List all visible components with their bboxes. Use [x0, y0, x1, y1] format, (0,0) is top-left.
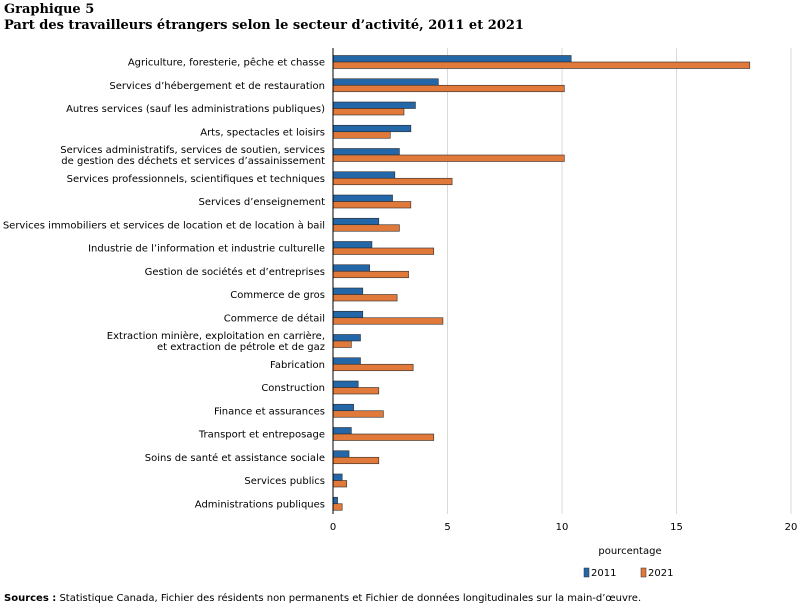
bar-2011: [332, 264, 370, 272]
category-label: Arts, spectacles et loisirs: [200, 127, 325, 138]
bar-2011: [332, 380, 359, 388]
legend-swatch-2021: [640, 567, 647, 578]
bar-2021: [332, 340, 352, 348]
source-text: Statistique Canada, Fichier des résident…: [59, 593, 642, 604]
bar-2011: [332, 55, 572, 63]
bar-2021: [332, 317, 444, 325]
bar-2011: [332, 78, 439, 86]
bar-2021: [332, 61, 751, 69]
category-label: Services d’hébergement et de restauratio…: [109, 80, 325, 92]
source-note: Sources : Statistique Canada, Fichier de…: [4, 592, 641, 605]
category-label: Services immobiliers et services de loca…: [3, 219, 325, 231]
category-label: et extraction de pétrole et de gaz: [157, 341, 325, 353]
category-label: Autres services (sauf les administration…: [66, 104, 325, 115]
bar-2011: [332, 287, 364, 295]
category-label: Extraction minière, exploitation en carr…: [107, 330, 325, 342]
figure-label: Graphique 5: [4, 2, 95, 17]
category-label: Fabrication: [270, 360, 325, 371]
category-label: Industrie de l’information et industrie …: [88, 244, 325, 255]
bar-2011: [332, 101, 416, 109]
bar-2011: [332, 403, 354, 412]
chart-title: Part des travailleurs étrangers selon le…: [4, 18, 524, 33]
category-label: de gestion des déchets et services d’ass…: [61, 155, 325, 167]
bar-2021: [332, 224, 400, 232]
bar-2011: [332, 194, 393, 202]
bar-2011: [332, 450, 350, 458]
category-label: Transport et entreposage: [198, 430, 325, 441]
bar-2011: [332, 357, 361, 365]
category-label: Administrations publiques: [195, 499, 325, 510]
category-label: Services professionnels, scientifiques e…: [67, 174, 325, 185]
bar-chart: 0 5 10 15 20 Agriculture, foresterie, pêche e…: [3, 48, 798, 579]
chart-heading: Graphique 5 Part des travailleurs étrang…: [4, 2, 524, 34]
bar-2021: [332, 84, 565, 93]
bar-2021: [332, 177, 453, 186]
source-label: Sources :: [4, 593, 57, 604]
x-tick-label: 10: [556, 522, 569, 533]
legend-swatch-2011: [583, 567, 590, 578]
bar-2011: [332, 241, 373, 249]
x-tick-label: 15: [670, 522, 683, 533]
x-tick-label: 0: [330, 522, 336, 533]
category-label: Services publics: [244, 476, 325, 487]
bar-2021: [332, 363, 414, 372]
bar-2021: [332, 433, 435, 441]
bar-2021: [332, 480, 348, 488]
bar-2021: [332, 294, 398, 302]
bar-2021: [332, 108, 405, 116]
bar-2011: [332, 496, 338, 505]
category-label: Commerce de détail: [224, 312, 325, 324]
bar-2021: [332, 456, 380, 465]
category-label: Construction: [261, 383, 325, 394]
bar-2021: [332, 270, 409, 279]
category-label: Gestion de sociétés et d’entreprises: [145, 266, 325, 278]
bar-2011: [332, 217, 380, 226]
bar-2021: [332, 131, 391, 139]
bar-2011: [332, 473, 343, 481]
bar-2021: [332, 201, 412, 209]
bar-2011: [332, 171, 396, 179]
bar-2021: [332, 410, 384, 418]
legend-label-2021: 2021: [648, 568, 673, 579]
bar-2021: [332, 503, 343, 511]
bar-2011: [332, 334, 361, 342]
category-label: Services d’enseignement: [199, 197, 326, 208]
category-label: Agriculture, foresterie, pêche et chasse: [128, 57, 325, 69]
bar-2011: [332, 310, 364, 319]
bar-2021: [332, 154, 565, 162]
bar-2021: [332, 387, 380, 395]
category-label: Finance et assurances: [214, 406, 325, 417]
bar-2011: [332, 148, 400, 156]
x-tick-label: 20: [785, 522, 798, 533]
category-label: Commerce de gros: [230, 290, 325, 301]
legend-label-2011: 2011: [591, 568, 616, 579]
x-axis-label: pourcentage: [598, 546, 661, 557]
category-label: Soins de santé et assistance sociale: [145, 452, 325, 464]
bar-2011: [332, 124, 412, 133]
category-label: Services administratifs, services de sou…: [60, 145, 325, 156]
x-tick-label: 5: [444, 522, 450, 533]
bar-2011: [332, 427, 352, 435]
bar-2021: [332, 247, 435, 255]
